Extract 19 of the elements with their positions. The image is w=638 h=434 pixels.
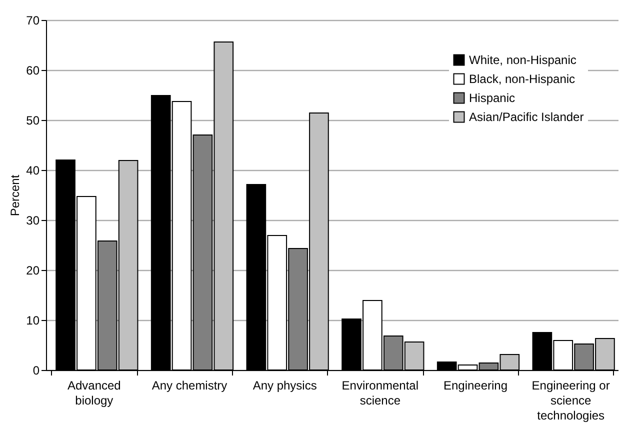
y-tick-label: 40 [26, 164, 40, 178]
legend-label: Hispanic [469, 91, 516, 105]
x-tick-label: Advanced biology [67, 378, 121, 408]
x-tick-label: Any chemistry [152, 378, 228, 392]
legend-label: White, non-Hispanic [469, 53, 576, 67]
x-tick-label: Engineering [443, 378, 508, 392]
legend-label: Asian/Pacific Islander [469, 110, 584, 124]
x-tick-label: Environmental science [342, 378, 419, 408]
y-tick-label: 0 [32, 364, 40, 378]
legend-label: Black, non-Hispanic [469, 72, 576, 86]
y-tick-label: 70 [26, 14, 40, 28]
y-tick-label: 50 [26, 114, 40, 128]
y-tick-label: 30 [26, 214, 40, 228]
x-tick-label: Any physics [252, 378, 317, 392]
x-tick-label: Engineering or science technologies [532, 378, 610, 422]
y-axis-title: Percent [8, 174, 22, 216]
y-tick-label: 60 [26, 64, 40, 78]
y-tick-label: 20 [26, 264, 40, 278]
y-tick-label: 10 [26, 314, 40, 328]
